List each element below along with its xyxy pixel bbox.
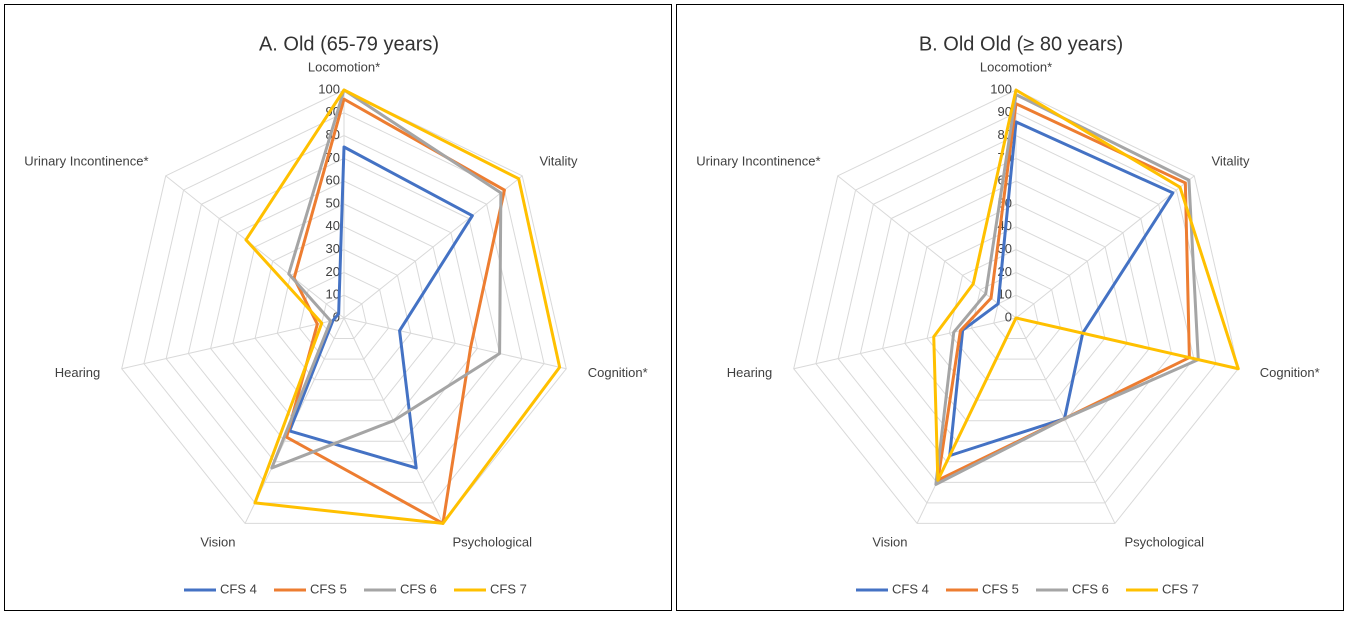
grid-ring bbox=[121, 89, 567, 524]
category-label: Urinary Incontinence* bbox=[696, 154, 820, 169]
category-label: Hearing bbox=[727, 365, 773, 380]
category-label: Urinary Incontinence* bbox=[24, 154, 148, 169]
grid-ring bbox=[993, 294, 1039, 340]
grid-ring bbox=[859, 157, 1173, 463]
chart-title: B. Old Old (≥ 80 years) bbox=[919, 33, 1123, 55]
series-line bbox=[270, 88, 503, 470]
panel-frame bbox=[4, 4, 672, 611]
y-tick-label: 10 bbox=[998, 287, 1012, 302]
axis-spoke bbox=[343, 317, 567, 370]
panel-frame bbox=[676, 4, 1344, 611]
category-label: Cognition* bbox=[1260, 365, 1320, 380]
y-tick-label: 90 bbox=[998, 104, 1012, 119]
y-tick-label: 10 bbox=[326, 287, 340, 302]
legend-label: CFS 6 bbox=[1072, 581, 1109, 596]
category-label: Vitality bbox=[539, 154, 578, 169]
category-label: Locomotion* bbox=[308, 59, 380, 74]
grid-ring bbox=[904, 203, 1128, 422]
grid-ring bbox=[254, 226, 434, 401]
grid-ring bbox=[187, 157, 501, 463]
y-tick-label: 100 bbox=[990, 81, 1012, 96]
category-label: Cognition* bbox=[588, 365, 648, 380]
axis-spoke bbox=[343, 175, 523, 319]
legend-label: CFS 4 bbox=[220, 581, 257, 596]
y-tick-label: 50 bbox=[326, 195, 340, 210]
axis-spoke bbox=[1015, 175, 1195, 319]
legend-label: CFS 6 bbox=[400, 581, 437, 596]
y-tick-label: 40 bbox=[326, 218, 340, 233]
legend-label: CFS 5 bbox=[310, 581, 347, 596]
legend-label: CFS 7 bbox=[1162, 581, 1199, 596]
y-tick-label: 60 bbox=[326, 173, 340, 188]
legend-label: CFS 4 bbox=[892, 581, 929, 596]
grid-ring bbox=[926, 226, 1106, 401]
category-label: Psychological bbox=[452, 535, 532, 550]
grid-ring bbox=[793, 89, 1239, 524]
y-tick-label: 100 bbox=[318, 81, 340, 96]
axis-spoke bbox=[1015, 317, 1116, 524]
grid-ring bbox=[837, 135, 1195, 483]
axis-spoke bbox=[165, 175, 345, 319]
chart-title: A. Old (65-79 years) bbox=[259, 33, 439, 55]
axis-spoke bbox=[793, 317, 1017, 370]
grid-ring bbox=[232, 203, 456, 422]
grid-ring bbox=[815, 112, 1217, 504]
axis-spoke bbox=[121, 317, 345, 370]
series-line bbox=[244, 88, 562, 525]
series-line bbox=[932, 88, 1240, 482]
legend-label: CFS 5 bbox=[982, 581, 1019, 596]
series-line bbox=[948, 120, 1175, 458]
category-label: Psychological bbox=[1124, 535, 1204, 550]
category-label: Vision bbox=[872, 535, 907, 550]
grid-ring bbox=[321, 294, 367, 340]
series-line bbox=[288, 145, 474, 470]
grid-ring bbox=[143, 112, 545, 504]
legend-label: CFS 7 bbox=[490, 581, 527, 596]
y-tick-label: 0 bbox=[1005, 309, 1012, 324]
grid-ring bbox=[165, 135, 523, 483]
category-label: Vitality bbox=[1211, 154, 1250, 169]
category-label: Locomotion* bbox=[980, 59, 1052, 74]
grid-ring bbox=[948, 249, 1084, 381]
category-label: Hearing bbox=[55, 365, 101, 380]
series-line bbox=[934, 93, 1200, 486]
grid-ring bbox=[971, 271, 1061, 360]
axis-spoke bbox=[837, 175, 1017, 319]
series-line bbox=[285, 97, 506, 525]
y-tick-label: 20 bbox=[326, 264, 340, 279]
y-tick-label: 30 bbox=[326, 241, 340, 256]
category-label: Vision bbox=[200, 535, 235, 550]
